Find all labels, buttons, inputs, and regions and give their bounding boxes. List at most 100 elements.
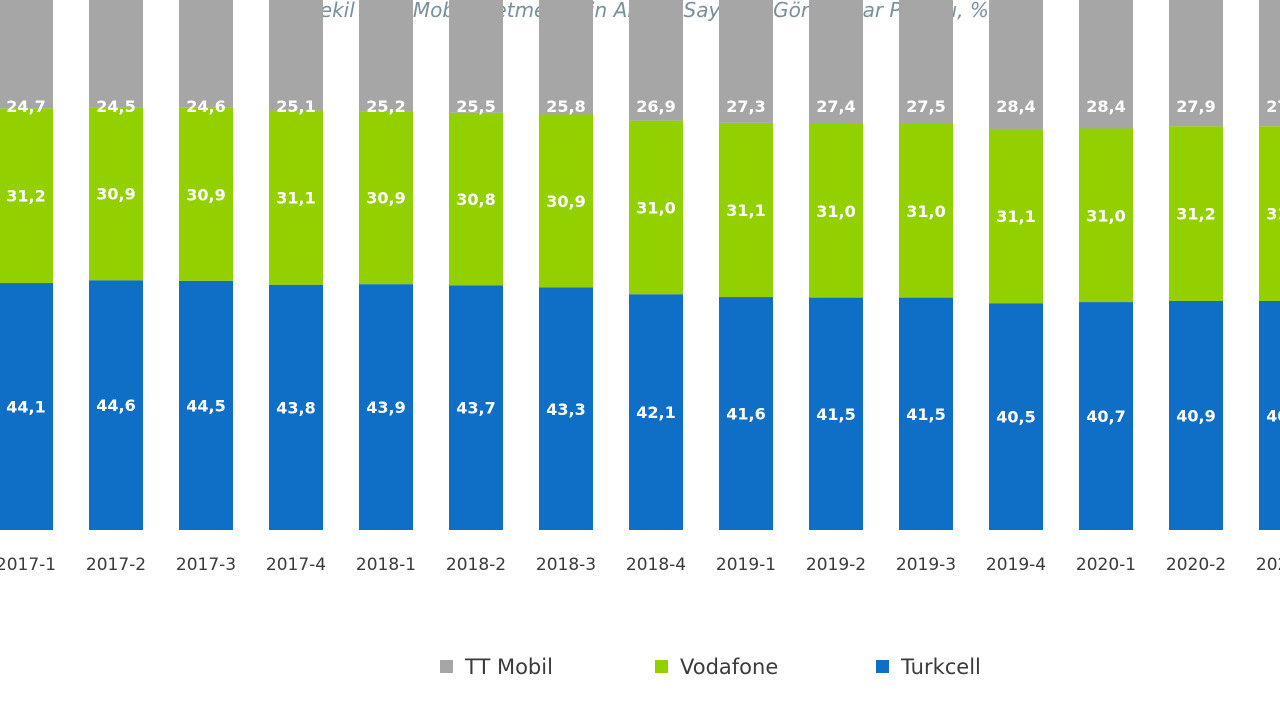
legend: TT Mobil Vodafone Turkcell (440, 655, 981, 679)
data-label-vodafone-2019-2: 31,0 (816, 202, 855, 221)
bar-tt-mobil-2018-4 (629, 0, 683, 121)
x-tick-label-2019-2: 2019-2 (806, 555, 866, 575)
x-tick-label-2019-3: 2019-3 (896, 555, 956, 575)
bar-vodafone-2018-3 (539, 114, 593, 288)
x-tick-label-2020-2: 2020-2 (1166, 555, 1226, 575)
data-label-turkcell-2019-3: 41,5 (906, 405, 945, 424)
bar-vodafone-2017-3 (179, 107, 233, 281)
legend-item-vodafone: Vodafone (655, 655, 778, 679)
data-label-tt-mobil-2020-3: 27,9 (1266, 97, 1280, 116)
bar-vodafone-2020-3 (1259, 126, 1280, 301)
bar-turkcell-2020-3 (1259, 300, 1280, 530)
data-label-tt-mobil-2018-3: 25,8 (546, 97, 585, 116)
data-label-turkcell-2020-1: 40,7 (1086, 407, 1125, 426)
bar-vodafone-2018-4 (629, 120, 683, 295)
x-tick-label-2019-4: 2019-4 (986, 555, 1046, 575)
data-label-tt-mobil-2017-2: 24,5 (96, 97, 135, 116)
data-label-vodafone-2017-1: 31,2 (6, 187, 45, 206)
legend-label-tt-mobil: TT Mobil (464, 655, 553, 679)
bar-turkcell-2017-3 (179, 280, 233, 530)
bar-turkcell-2019-2 (809, 297, 863, 530)
data-label-vodafone-2018-2: 30,8 (456, 190, 495, 209)
x-tick-label-2017-4: 2017-4 (266, 555, 326, 575)
data-label-vodafone-2020-3: 31,2 (1266, 205, 1280, 224)
x-tick-label-2020-3: 2020-3 (1256, 555, 1280, 575)
bar-turkcell-2019-4 (989, 303, 1043, 530)
data-label-turkcell-2017-1: 44,1 (6, 398, 45, 417)
data-label-vodafone-2017-4: 31,1 (276, 189, 315, 208)
data-label-vodafone-2017-3: 30,9 (186, 185, 225, 204)
data-label-tt-mobil-2018-4: 26,9 (636, 97, 675, 116)
bar-vodafone-2020-1 (1079, 128, 1133, 303)
data-label-vodafone-2018-3: 30,9 (546, 192, 585, 211)
data-label-vodafone-2019-4: 31,1 (996, 207, 1035, 226)
bar-vodafone-2019-4 (989, 129, 1043, 304)
bar-vodafone-2020-2 (1169, 126, 1223, 301)
x-tick-label-2020-1: 2020-1 (1076, 555, 1136, 575)
bar-tt-mobil-2020-3 (1259, 0, 1280, 127)
bar-tt-mobil-2017-2 (89, 0, 143, 108)
legend-swatch-vodafone (655, 660, 668, 673)
data-label-tt-mobil-2017-4: 25,1 (276, 97, 315, 116)
data-label-tt-mobil-2019-2: 27,4 (816, 97, 855, 116)
legend-swatch-turkcell (876, 660, 889, 673)
data-label-vodafone-2020-2: 31,2 (1176, 205, 1215, 224)
data-label-vodafone-2018-1: 30,9 (366, 189, 405, 208)
data-label-turkcell-2019-4: 40,5 (996, 408, 1035, 427)
legend-swatch-tt-mobil (440, 660, 453, 673)
data-label-turkcell-2019-2: 41,5 (816, 405, 855, 424)
data-label-vodafone-2019-1: 31,1 (726, 201, 765, 220)
data-label-vodafone-2018-4: 31,0 (636, 198, 675, 217)
data-label-turkcell-2018-3: 43,3 (546, 400, 585, 419)
bar-turkcell-2017-1 (0, 283, 53, 530)
data-label-vodafone-2019-3: 31,0 (906, 202, 945, 221)
data-label-turkcell-2017-2: 44,6 (96, 396, 135, 415)
data-label-turkcell-2018-4: 42,1 (636, 403, 675, 422)
data-label-turkcell-2020-3: 40,9 (1266, 406, 1280, 425)
data-label-turkcell-2018-1: 43,9 (366, 398, 405, 417)
x-tick-label-2018-2: 2018-2 (446, 555, 506, 575)
bar-tt-mobil-2018-1 (359, 0, 413, 112)
bar-vodafone-2018-1 (359, 111, 413, 285)
data-label-turkcell-2019-1: 41,6 (726, 405, 765, 424)
bar-tt-mobil-2018-2 (449, 0, 503, 113)
bar-turkcell-2017-4 (269, 284, 323, 530)
bar-tt-mobil-2019-2 (809, 0, 863, 125)
bar-vodafone-2019-1 (719, 122, 773, 298)
bar-vodafone-2017-4 (269, 110, 323, 285)
bar-tt-mobil-2019-1 (719, 0, 773, 123)
x-tick-label-2017-1: 2017-1 (0, 555, 56, 575)
x-tick-label-2018-1: 2018-1 (356, 555, 416, 575)
x-tick-label-2019-1: 2019-1 (716, 555, 776, 575)
data-label-tt-mobil-2020-1: 28,4 (1086, 97, 1125, 116)
bar-tt-mobil-2020-2 (1169, 0, 1223, 127)
data-label-tt-mobil-2017-1: 24,7 (6, 97, 45, 116)
x-tick-label-2018-4: 2018-4 (626, 555, 686, 575)
bar-vodafone-2018-2 (449, 112, 503, 286)
data-label-turkcell-2017-3: 44,5 (186, 396, 225, 415)
bar-vodafone-2019-2 (809, 124, 863, 298)
data-label-tt-mobil-2019-3: 27,5 (906, 97, 945, 116)
bar-tt-mobil-2020-1 (1079, 0, 1133, 129)
bar-turkcell-2017-2 (89, 280, 143, 530)
bar-turkcell-2018-3 (539, 287, 593, 530)
data-label-turkcell-2017-4: 43,8 (276, 398, 315, 417)
legend-label-vodafone: Vodafone (680, 655, 778, 679)
data-label-vodafone-2020-1: 31,0 (1086, 206, 1125, 225)
data-label-tt-mobil-2018-2: 25,5 (456, 97, 495, 116)
x-tick-label-2018-3: 2018-3 (536, 555, 596, 575)
data-label-tt-mobil-2020-2: 27,9 (1176, 97, 1215, 116)
bar-tt-mobil-2017-1 (0, 0, 53, 109)
bar-turkcell-2019-1 (719, 297, 773, 530)
legend-item-turkcell: Turkcell (876, 655, 981, 679)
bar-tt-mobil-2018-3 (539, 0, 593, 115)
data-label-tt-mobil-2018-1: 25,2 (366, 97, 405, 116)
x-axis-ticks: 2017-1 2017-2 2017-3 2017-4 2018-1 2018-2 2018… (0, 555, 1280, 575)
bar-turkcell-2020-2 (1169, 300, 1223, 530)
data-label-tt-mobil-2017-3: 24,6 (186, 97, 225, 116)
bar-tt-mobil-2017-3 (179, 0, 233, 108)
bar-vodafone-2017-2 (89, 107, 143, 281)
data-label-turkcell-2018-2: 43,7 (456, 399, 495, 418)
